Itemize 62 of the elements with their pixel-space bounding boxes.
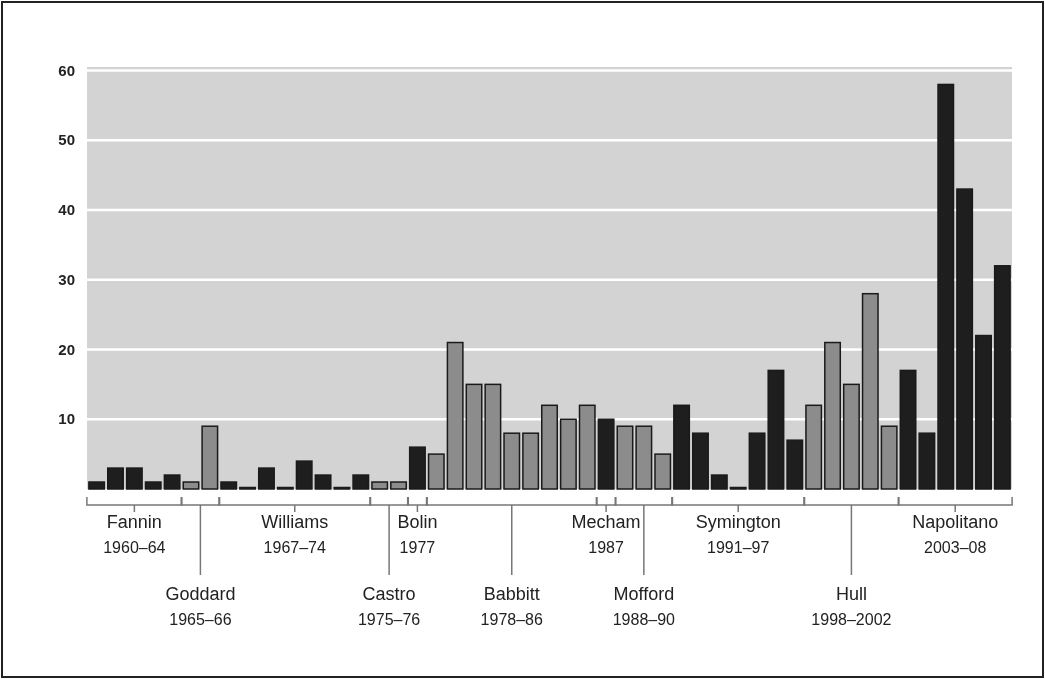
bar [390,481,408,490]
text: Babbitt [483,584,540,604]
bar [710,474,728,490]
bar [352,474,370,490]
text: Napolitano [912,512,999,532]
y-tick-label: 60 [58,61,75,79]
bar [201,425,219,490]
text: Castro [362,584,416,604]
bar [691,432,709,490]
y-tick-label: 20 [58,340,75,358]
bar [993,265,1011,490]
bar [654,453,672,490]
bar [427,453,445,490]
bar [880,425,898,490]
text: 1988–90 [612,611,676,628]
text: 1967–74 [263,539,326,556]
bar [220,481,238,490]
text: Symington [695,512,781,532]
y-tick-label: 50 [58,131,75,149]
bar [88,481,106,490]
text: Fannin [106,512,162,532]
text: Hull [835,584,867,604]
text: 1991–97 [707,539,770,556]
text: Bolin [397,512,438,532]
bar [107,467,124,490]
bar [503,432,521,490]
bar [635,425,653,490]
bar [861,292,879,490]
text: Williams [261,512,329,532]
bar [975,334,992,490]
text: 1977 [399,539,436,556]
y-tick-label: 40 [58,201,75,219]
bar [824,341,842,490]
bar [522,432,540,490]
text: 1965–66 [169,611,232,628]
y-tick-label: 30 [58,270,75,288]
text: 1978–86 [480,611,543,628]
bar [559,418,577,490]
text: 1987 [588,539,625,556]
bar [295,460,313,490]
bar [408,446,426,490]
bar [673,404,691,490]
bar [956,188,974,490]
text: 1975–76 [357,611,421,628]
text: Mecham [571,512,641,532]
bar [125,467,143,490]
bar [805,404,823,490]
text: 1960–64 [103,539,166,556]
bar [257,467,275,490]
text: 2003–08 [924,539,987,556]
bar [842,383,860,490]
text: Goddard [165,584,236,604]
y-tick-label: 10 [58,410,75,428]
bar [371,481,389,490]
bar [786,439,804,490]
bar [446,341,464,490]
bar [578,404,596,490]
text: 1998–2002 [811,611,892,628]
bar [541,404,558,490]
text: Mofford [613,584,675,604]
bar [144,481,162,490]
bar [937,83,955,490]
